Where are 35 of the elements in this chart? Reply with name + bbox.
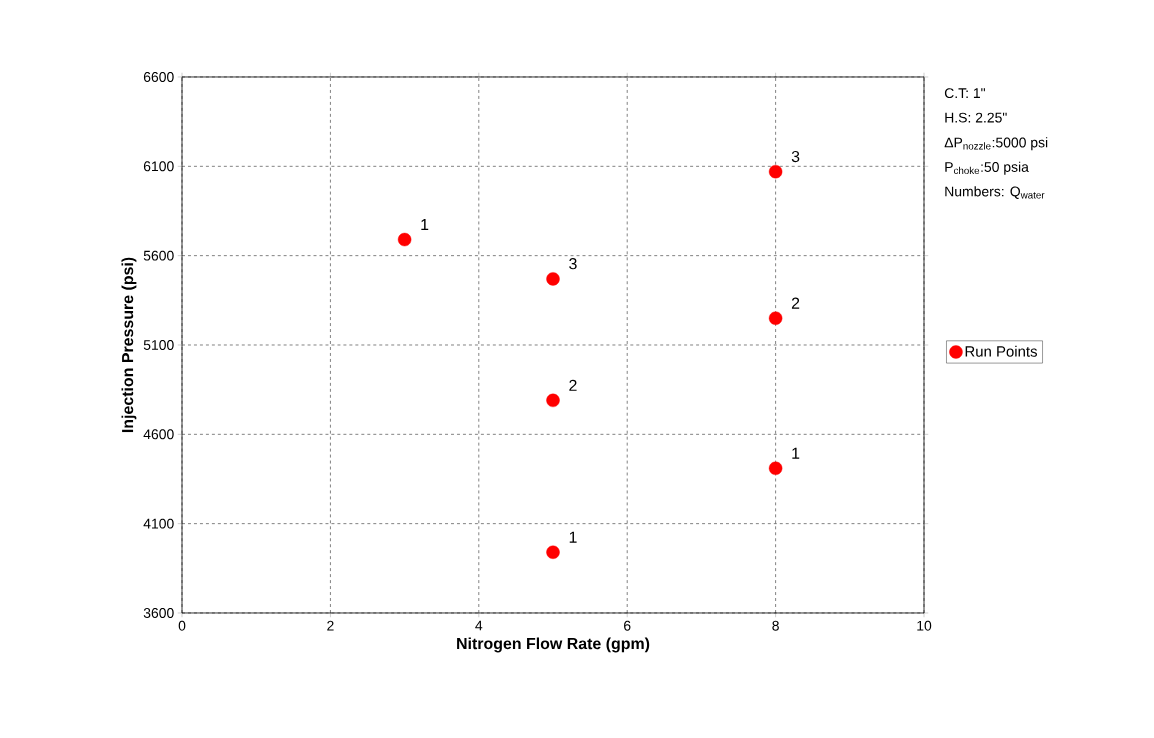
- annotation: 1: [792, 447, 800, 459]
- annotation: 1: [569, 531, 577, 543]
- x-tick-label: 4: [475, 620, 483, 631]
- point: [397, 232, 412, 247]
- y-tick-label: 5600: [143, 250, 174, 261]
- point: [768, 461, 783, 475]
- text: H.S: 2.25": [945, 112, 1007, 123]
- y-tick-label: 4600: [143, 429, 174, 440]
- annotation: 2: [791, 297, 800, 309]
- legend-label: Run Points: [965, 345, 1037, 357]
- y-tick-label: 5100: [143, 340, 174, 350]
- x-tick-label: 2: [327, 620, 334, 631]
- text: Numbers: Q$_{water}$: [945, 186, 1045, 199]
- y-tick-label: 6600: [143, 72, 174, 82]
- annotation: 3: [791, 150, 800, 163]
- x-tick-label: 8: [772, 620, 779, 631]
- y-axis-title: Injection Pressure (psi): [121, 257, 137, 433]
- text: ΔP$_{nozzle}$:5000 psi: [944, 137, 1048, 151]
- x-axis-title: Nitrogen Flow Rate (gpm): [457, 637, 650, 653]
- point: [546, 393, 560, 408]
- x-tick-label: 6: [624, 620, 631, 631]
- x-tick-label: 0: [178, 620, 186, 631]
- annotation: 1: [421, 219, 429, 231]
- point: [768, 164, 783, 179]
- y-tick-label: 4100: [143, 518, 174, 529]
- annotation: 2: [569, 379, 577, 391]
- text: P$_{choke}$:50 psia: [945, 161, 1029, 175]
- annotation: 3: [569, 258, 577, 270]
- x-tick-label: 10: [917, 620, 932, 631]
- y-tick-label: 6100: [143, 161, 174, 172]
- y-tick-label: 3600: [143, 608, 174, 618]
- point: [768, 311, 783, 325]
- text: C.T: 1": [944, 88, 985, 99]
- point: [546, 272, 560, 286]
- point: [546, 545, 560, 559]
